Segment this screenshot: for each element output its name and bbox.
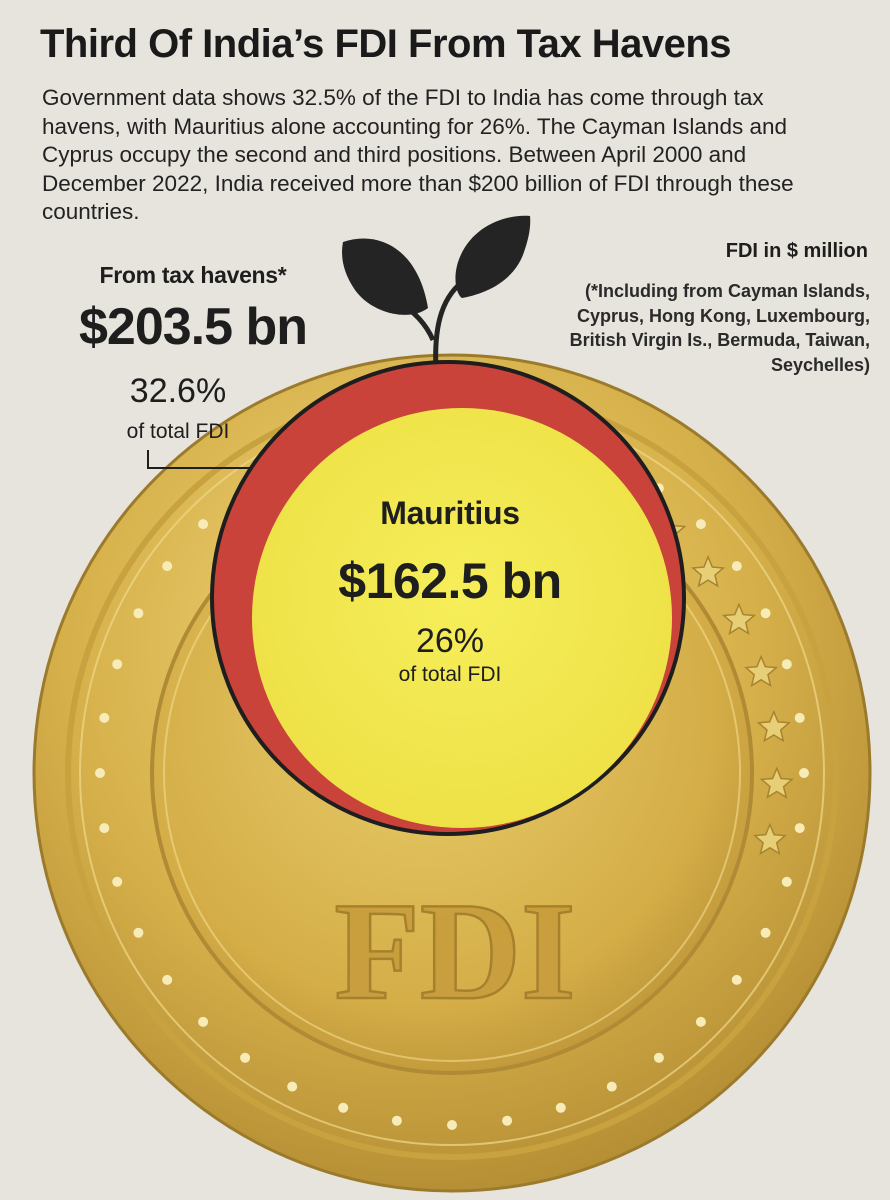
coin-rim-dot bbox=[162, 974, 173, 985]
coin-rim-dot bbox=[133, 927, 144, 938]
tax-havens-label: From tax havens* bbox=[99, 262, 287, 288]
coin-rim-dot bbox=[695, 1016, 706, 1027]
connector-line bbox=[147, 450, 278, 469]
tax-haven-share-circle bbox=[210, 360, 686, 836]
coin-rim-dot bbox=[781, 876, 792, 887]
footnote: (*Including from Cayman Islands, Cyprus,… bbox=[569, 281, 870, 375]
coin-star bbox=[744, 654, 779, 688]
mauritius-callout: Mauritius $162.5 bn 26% of total FDI bbox=[290, 495, 610, 687]
coin-rim-dot bbox=[95, 768, 105, 778]
coin-rim-dot bbox=[198, 1016, 209, 1027]
coin-rim-dot bbox=[731, 561, 742, 572]
coin-star bbox=[756, 709, 791, 743]
coin-rim-dot bbox=[112, 876, 123, 887]
mauritius-amount: $162.5 bn bbox=[338, 553, 562, 609]
coin-rim-dot bbox=[240, 1052, 251, 1063]
coin-rim-dot bbox=[99, 823, 110, 834]
coin-star bbox=[752, 822, 787, 856]
unit-note: FDI in $ million bbox=[725, 240, 868, 262]
coin-fdi-embossed-text: FDI bbox=[334, 874, 575, 1029]
coin-rim-dot bbox=[555, 1102, 566, 1113]
mauritius-label: Mauritius bbox=[380, 495, 520, 531]
coin-rim-dot bbox=[99, 712, 110, 723]
coin-rim-dot bbox=[133, 608, 144, 619]
coin-rim-dot bbox=[794, 823, 805, 834]
sprout-icon bbox=[342, 215, 531, 371]
coin-rim-dot bbox=[198, 519, 209, 530]
coin-rim-dot bbox=[760, 927, 771, 938]
coin-rim-dot bbox=[653, 1052, 664, 1063]
coin-rim-dot bbox=[502, 1115, 513, 1126]
tax-havens-amount: $203.5 bn bbox=[78, 298, 308, 356]
coin-rim-dot bbox=[112, 659, 123, 670]
coin-rim-dot bbox=[162, 561, 173, 572]
coin-rim-dot bbox=[799, 768, 809, 778]
tax-havens-share: 32.6% bbox=[129, 372, 227, 410]
mauritius-share-label: of total FDI bbox=[398, 663, 502, 686]
coin-rim-dot bbox=[760, 608, 771, 619]
coin-rim-dot bbox=[606, 1081, 617, 1092]
coin-rim-dot bbox=[391, 1115, 402, 1126]
intro-paragraph: Government data shows 32.5% of the FDI t… bbox=[42, 85, 794, 224]
coin-star bbox=[721, 602, 757, 635]
coin-rim-dot bbox=[731, 974, 742, 985]
coin-rim-dot bbox=[794, 712, 805, 723]
tax-havens-callout: From tax havens* $203.5 bn bbox=[48, 262, 338, 357]
tax-havens-share-label: of total FDI bbox=[126, 420, 230, 443]
mauritius-share: 26% bbox=[415, 622, 485, 660]
coin-rim-dot bbox=[447, 1120, 457, 1130]
coin-rim-dot bbox=[338, 1102, 349, 1113]
coin-rim-dot bbox=[781, 659, 792, 670]
coin-rim-dot bbox=[695, 519, 706, 530]
coin-star bbox=[759, 766, 794, 799]
coin-star bbox=[691, 554, 726, 588]
coin-rim-dot bbox=[287, 1081, 298, 1092]
page-title: Third Of India’s FDI From Tax Havens bbox=[40, 22, 732, 66]
